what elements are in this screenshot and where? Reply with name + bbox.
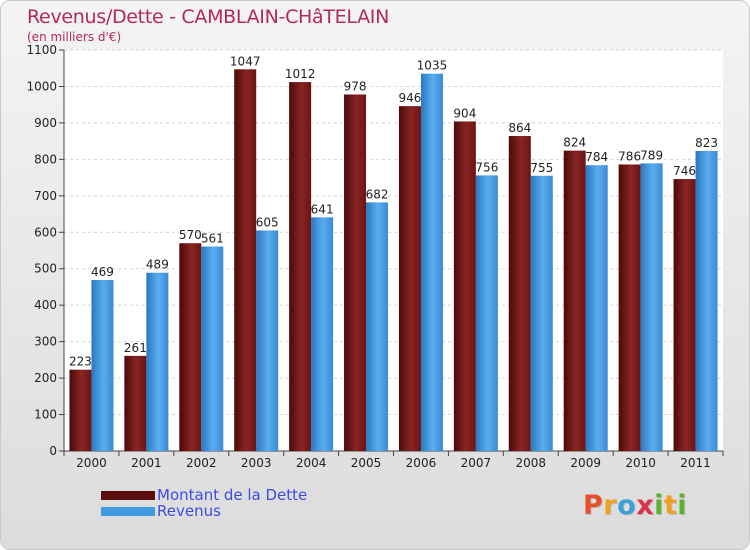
x-tick-label: 2003 [241,456,272,470]
data-label: 641 [311,202,334,216]
bar-dette [69,369,92,451]
data-label: 756 [475,160,498,174]
data-label: 904 [453,106,476,120]
x-tick-label: 2010 [625,456,656,470]
bar-dette [344,94,367,451]
data-label: 755 [530,161,553,175]
bar-revenus [91,280,114,451]
bar-revenus [640,163,663,451]
bar-revenus [146,272,169,451]
data-label: 261 [124,341,147,355]
data-label: 784 [585,150,608,164]
y-tick-label: 800 [34,152,57,166]
bar-dette [124,355,147,451]
y-tick-label: 300 [34,335,57,349]
data-label: 1047 [230,54,261,68]
data-label: 1012 [285,67,316,81]
bar-revenus [420,73,443,451]
data-label: 570 [179,228,202,242]
bar-revenus [311,217,334,451]
data-label: 946 [399,91,422,105]
bar-revenus [366,202,389,451]
data-label: 469 [91,265,114,279]
bar-revenus [695,150,718,451]
data-label: 864 [508,121,531,135]
legend-label-debt: Montant de la Dette [157,486,308,504]
bar-dette [398,106,421,451]
x-tick-label: 2008 [516,456,547,470]
data-label: 978 [344,79,367,93]
data-label: 223 [69,355,92,369]
y-tick-label: 900 [34,116,57,130]
logo-letter: P [583,490,604,521]
logo-letter: x [636,490,655,521]
x-tick-label: 2006 [406,456,437,470]
y-tick-label: 600 [34,225,57,239]
bar-dette [453,121,476,451]
x-tick-label: 2009 [570,456,601,470]
data-label: 786 [618,149,641,163]
x-tick-label: 2005 [351,456,382,470]
bar-revenus [585,165,608,452]
chart-subtitle: (en milliers d'€) [27,30,122,44]
chart-title: Revenus/Dette - CAMBLAIN-CHâTELAIN [27,6,390,28]
bar-dette [179,243,202,451]
data-label: 605 [256,215,279,229]
y-tick-label: 200 [34,371,57,385]
x-tick-label: 2002 [186,456,217,470]
y-tick-label: 1000 [26,79,57,93]
data-label: 1035 [417,59,448,73]
data-label: 789 [640,148,663,162]
legend-label-revenus: Revenus [157,502,221,520]
data-label: 823 [695,136,718,150]
data-label: 746 [673,164,696,178]
logo-letter: o [617,490,637,521]
bar-dette [289,82,312,451]
bar-revenus [256,230,279,451]
legend-swatch-debt [101,491,155,500]
y-tick-label: 1100 [26,43,57,57]
proxiti-logo: Proxiti [583,490,687,521]
x-tick-label: 2004 [296,456,327,470]
y-tick-label: 0 [49,444,57,458]
x-tick-label: 2007 [461,456,492,470]
bar-dette [673,179,696,452]
data-label: 561 [201,231,224,245]
data-label: 489 [146,258,169,272]
bar-revenus [201,246,224,451]
bar-revenus [475,175,498,452]
legend-swatch-revenus [101,507,155,516]
y-tick-label: 700 [34,189,57,203]
bar-dette [563,150,586,451]
bar-dette [618,164,641,451]
bar-dette [234,69,257,451]
logo-letter: i [677,490,688,521]
bar-revenus [530,175,553,451]
plot-background [64,50,723,451]
logo-letter: i [654,490,664,521]
data-label: 824 [563,136,586,150]
y-tick-label: 100 [34,408,57,422]
x-tick-label: 2000 [76,456,107,470]
logo-letter: r [603,490,618,521]
bar-dette [508,136,531,452]
data-label: 682 [366,187,389,201]
x-tick-label: 2011 [680,456,711,470]
y-tick-label: 400 [34,298,57,312]
y-tick-label: 500 [34,262,57,276]
logo-letter: t [663,490,678,521]
x-tick-label: 2001 [131,456,162,470]
